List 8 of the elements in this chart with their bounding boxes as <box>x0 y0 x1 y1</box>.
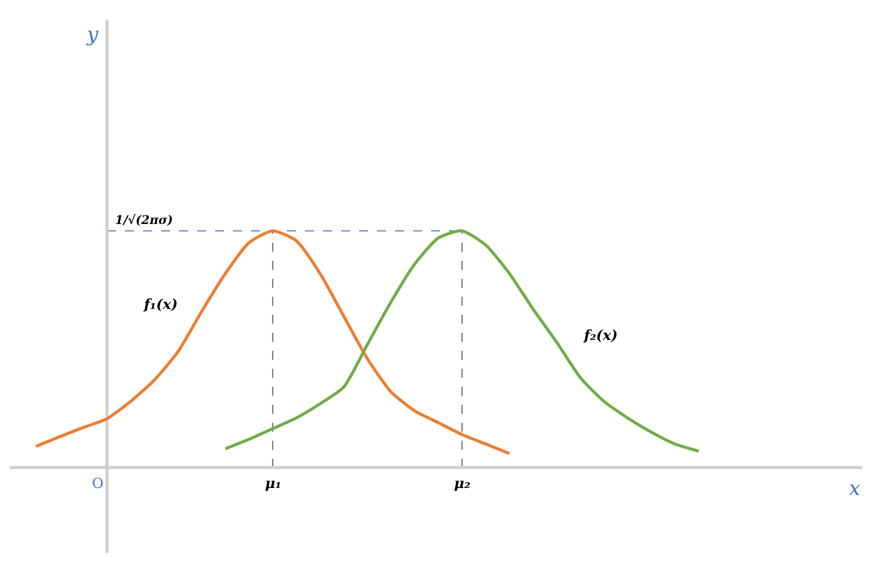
text: x <box>849 476 860 500</box>
series-label: f₂(x) <box>583 328 618 344</box>
x-tick-label: μ₂ <box>454 476 470 492</box>
x-tick-label: O <box>92 476 104 492</box>
ref-line-label: 1/√(2πσ) <box>115 213 173 227</box>
series-label: f₁(x) <box>143 297 178 313</box>
x-tick-label: μ₁ <box>265 476 282 492</box>
text: y <box>86 22 99 46</box>
